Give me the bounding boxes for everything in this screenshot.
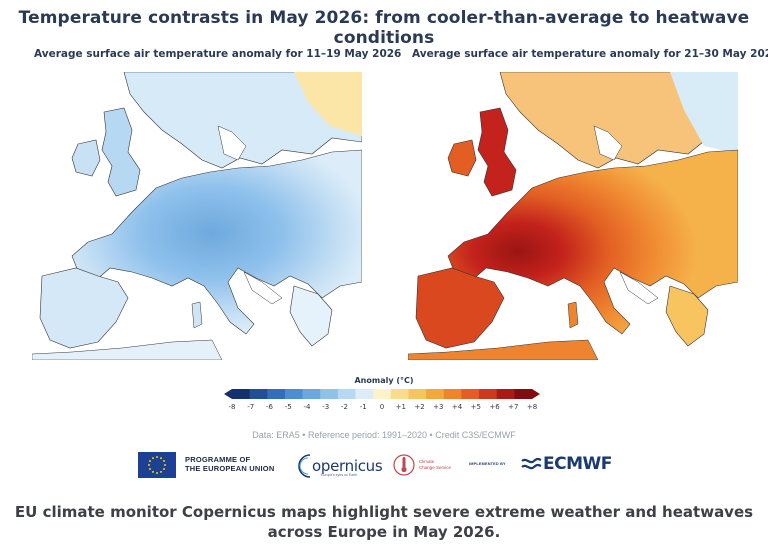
left-map-title: Average surface air temperature anomaly … [34,48,402,60]
legend-tick-label: +3 [433,403,444,411]
eu-line-1: PROGRAMME OF [185,455,251,464]
right-sardinia [567,301,579,329]
legend-swatch [337,389,356,399]
caption: EU climate monitor Copernicus maps highl… [14,503,754,541]
ecmwf-wave-icon [521,457,542,470]
legend-swatch [496,389,515,399]
legend-swatch [302,389,321,399]
headline: Temperature contrasts in May 2026: from … [18,8,750,48]
right-adriatic [619,271,659,305]
right-baltic [593,125,623,161]
copernicus-wordmark: opernicus [312,457,383,475]
right-ne-cool [670,72,738,154]
legend-tick-label: -5 [284,403,292,411]
left-adriatic [243,271,283,305]
left-sardinia [191,301,203,329]
legend-swatch [284,389,303,399]
right-ireland [447,139,477,177]
left-north-africa [32,339,223,360]
legend-tick-label: -1 [359,403,367,411]
left-ne-warm [294,72,362,136]
right-greece [665,285,709,347]
legend-tick-label: -4 [303,403,311,411]
legend-swatch [267,389,286,399]
right-map-svg [408,72,738,360]
legend-tick-label: -7 [247,403,255,411]
legend-swatch [320,389,339,399]
c3s-line-2: Change Service [419,464,452,470]
copernicus-tagline: Europe's eyes on Earth [321,473,358,477]
legend-tick-label: -8 [228,403,236,411]
left-iberia [39,267,129,349]
right-north-africa [408,339,599,360]
legend-swatch [390,389,409,399]
legend-tick-label: +4 [451,403,463,411]
legend-tick-label: +8 [526,403,538,411]
legend-colorbar [224,389,540,399]
left-map-svg [32,72,362,360]
left-scandinavia [123,72,362,169]
c3s-line-1: Climate [419,459,435,464]
left-greece [289,285,333,347]
left-mainland [71,149,362,335]
legend-tick-label: +1 [395,403,406,411]
partner-logos: PROGRAMME OF THE EUROPEAN UNION opernicu… [0,448,768,482]
legend-swatch [232,389,251,399]
left-baltic [217,125,247,161]
legend-tick-label: +7 [508,403,519,411]
left-ireland [71,139,101,177]
legend-tick-label: +5 [470,403,481,411]
eu-line-2: THE EUROPEAN UNION [185,464,275,473]
c3s-thermometer-icon [393,454,415,476]
legend-tick-label: +6 [489,403,500,411]
right-anomaly-map [408,72,738,360]
legend-swatch [355,389,374,399]
implemented-by-text: IMPLEMENTED BY [469,462,506,466]
legend-swatch [479,389,498,399]
c3s-text: Climate Change Service [419,459,451,470]
legend-swatch [408,389,427,399]
right-map-title: Average surface air temperature anomaly … [412,48,768,60]
legend-tick-label: -2 [341,403,348,411]
legend-tick-label: -6 [266,403,273,411]
legend-title: Anomaly (°C) [354,376,414,385]
eu-programme-text: PROGRAMME OF THE EUROPEAN UNION [185,455,274,473]
legend-swatch [443,389,462,399]
legend-swatch [249,389,268,399]
legend-ticks: -8 -7 -6 -5 -4 -3 -2 -1 0 +1 +2 +3 +4 +5 +6 +7 +8 [224,403,540,413]
legend-swatch [373,389,392,399]
left-anomaly-map [32,72,362,360]
legend-swatch [514,389,533,399]
legend-tick-label: +2 [414,403,425,411]
eu-flag-icon [138,452,176,478]
right-mainland [447,149,738,335]
left-britain [101,107,141,197]
copernicus-logo-icon [298,454,311,478]
right-britain [477,107,517,197]
legend-swatch [426,389,445,399]
legend-swatch [461,389,480,399]
legend-arrow-low [224,389,232,399]
legend-tick-label: -3 [322,403,330,411]
data-credit: Data: ERA5 • Reference period: 1991–2020… [252,430,516,440]
ecmwf-wordmark: ECMWF [543,454,612,474]
legend-arrow-high [532,389,540,399]
right-iberia [415,267,505,349]
legend-tick-label: 0 [379,403,385,411]
